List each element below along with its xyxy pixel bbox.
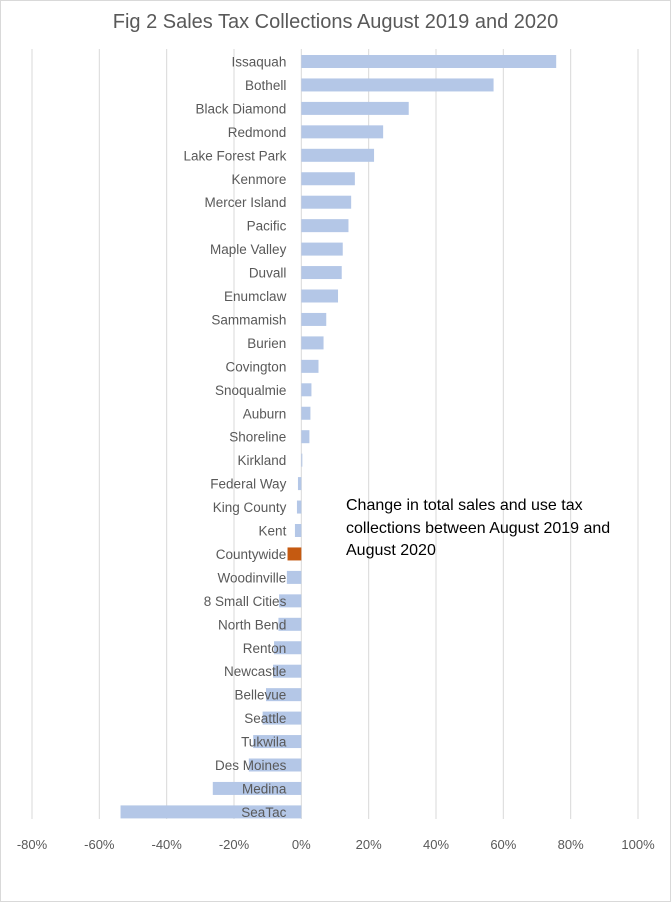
x-tick-label: -80%	[17, 837, 48, 852]
bar	[301, 125, 384, 139]
x-tick-label: -60%	[84, 837, 115, 852]
x-tick-label: 0%	[292, 837, 311, 852]
bar	[301, 78, 494, 92]
category-label: Lake Forest Park	[184, 148, 287, 163]
bar	[301, 430, 310, 444]
category-label: Kenmore	[232, 172, 287, 187]
bar	[301, 55, 557, 68]
category-label: Tukwila	[241, 735, 287, 750]
category-label: Medina	[242, 781, 287, 796]
bar	[265, 688, 302, 702]
bar	[301, 195, 352, 209]
bar	[279, 594, 302, 608]
chart-annotation: Change in total sales and use tax collec…	[346, 497, 611, 559]
bar	[296, 500, 302, 514]
bar	[301, 336, 324, 350]
x-tick-label: -40%	[151, 837, 182, 852]
category-label: Covington	[226, 359, 287, 374]
bar	[278, 617, 302, 631]
category-label: Kirkland	[238, 453, 287, 468]
x-tick-label: 40%	[423, 837, 449, 852]
category-label: Newcastle	[224, 664, 286, 679]
bar	[253, 735, 302, 749]
category-label: Bothell	[245, 78, 286, 93]
category-label: Black Diamond	[196, 101, 287, 116]
category-label: Duvall	[249, 266, 287, 281]
category-label: North Bend	[218, 617, 286, 632]
x-tick-label: -20%	[219, 837, 250, 852]
category-label: Maple Valley	[210, 242, 287, 257]
category-label: Federal Way	[210, 477, 286, 492]
bar	[301, 242, 343, 256]
bar	[248, 758, 302, 772]
category-label: Woodinville	[218, 570, 287, 585]
bar	[294, 524, 302, 537]
x-tick-label: 100%	[621, 837, 655, 852]
bar	[301, 172, 355, 186]
bar	[301, 289, 339, 303]
category-label: Sammamish	[211, 312, 286, 327]
bar	[301, 383, 312, 397]
bar	[212, 781, 302, 795]
category-label: Seattle	[244, 711, 286, 726]
category-label: Mercer Island	[205, 195, 287, 210]
category-label: Pacific	[247, 219, 287, 234]
bar	[301, 101, 409, 115]
x-tick-label: 20%	[356, 837, 382, 852]
x-tick-label: 60%	[490, 837, 516, 852]
category-label: Auburn	[243, 406, 287, 421]
x-tick-label: 80%	[558, 837, 584, 852]
category-label: Issaquah	[232, 55, 287, 70]
category-label: Renton	[243, 641, 287, 656]
bar	[301, 406, 311, 420]
bar	[274, 641, 302, 655]
category-label: Countywide	[216, 547, 287, 562]
bar	[297, 477, 302, 491]
category-label: 8 Small Cities	[204, 594, 287, 609]
bar	[301, 359, 319, 373]
bar	[273, 664, 302, 678]
bar	[301, 453, 303, 467]
bar	[301, 219, 349, 233]
category-label: Redmond	[228, 125, 287, 140]
bar	[301, 266, 342, 280]
category-label: SeaTac	[241, 805, 286, 820]
category-label: Bellevue	[235, 688, 287, 703]
bar	[286, 570, 302, 584]
category-label: Kent	[259, 524, 287, 539]
category-label: Enumclaw	[224, 289, 287, 304]
category-label: Des Moines	[215, 758, 287, 773]
category-label: Shoreline	[229, 430, 286, 445]
bar	[262, 711, 302, 725]
category-label: Burien	[247, 336, 286, 351]
bar	[301, 148, 375, 162]
bar	[287, 547, 302, 561]
chart-title: Fig 2 Sales Tax Collections August 2019 …	[112, 11, 559, 33]
bar	[120, 805, 302, 819]
category-label: King County	[213, 500, 287, 515]
bar	[301, 312, 327, 326]
category-label: Snoqualmie	[215, 383, 286, 398]
